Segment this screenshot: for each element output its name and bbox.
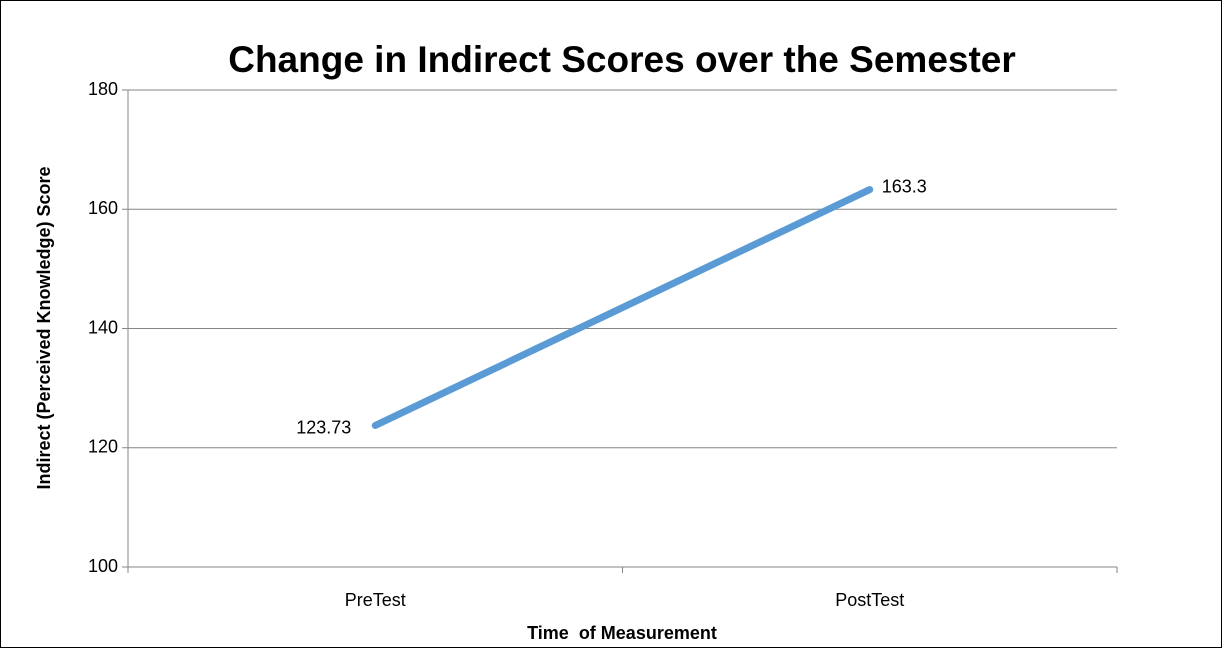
- y-tick-label: 180: [88, 79, 118, 99]
- y-tick-label: 100: [88, 556, 118, 576]
- y-axis-label: Indirect (Perceived Knowledge) Score: [34, 166, 54, 489]
- y-tick-label: 120: [88, 437, 118, 457]
- x-tick-label: PostTest: [835, 590, 904, 610]
- x-axis-label: Time of Measurement: [527, 623, 717, 643]
- y-tick-label: 140: [88, 317, 118, 337]
- chart-title: Change in Indirect Scores over the Semes…: [228, 39, 1016, 80]
- data-label: 163.3: [882, 176, 927, 196]
- y-tick-label: 160: [88, 198, 118, 218]
- x-tick-label: PreTest: [345, 590, 406, 610]
- data-label: 123.73: [296, 417, 351, 437]
- line-series: [371, 186, 874, 430]
